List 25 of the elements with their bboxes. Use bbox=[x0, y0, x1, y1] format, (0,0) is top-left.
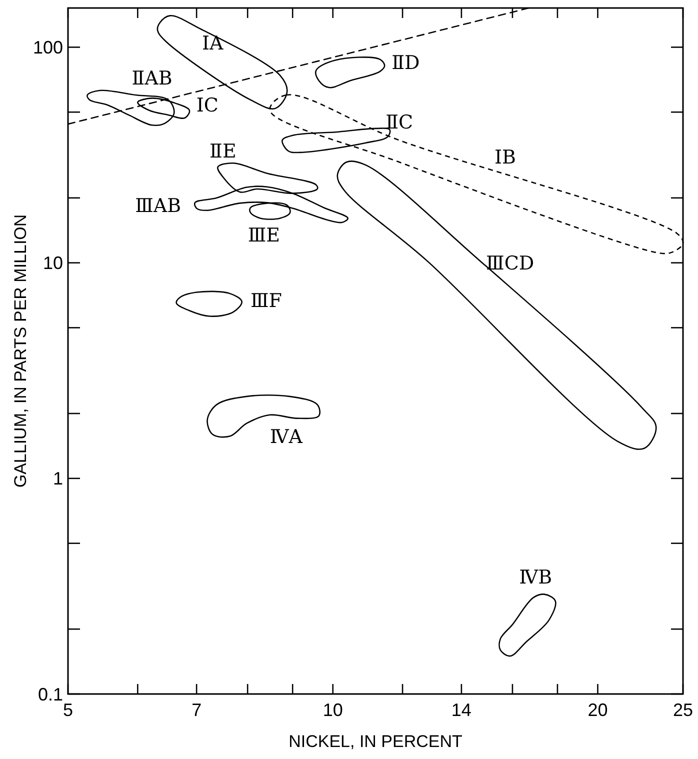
annotation: ⅡE bbox=[210, 140, 236, 163]
y-tick-label: 10 bbox=[42, 253, 63, 274]
annotation: ⅢE bbox=[248, 224, 280, 246]
annotation: ⅡAB bbox=[132, 68, 172, 90]
annotation: ⅣA bbox=[270, 426, 303, 448]
annotation: ⅢAB bbox=[135, 194, 182, 217]
annotation: ⅡC bbox=[386, 112, 414, 134]
annotation: ⅢF bbox=[250, 290, 282, 312]
annotation: ⅣB bbox=[519, 566, 552, 588]
x-tick-label: 10 bbox=[322, 700, 343, 720]
x-tick-label: 25 bbox=[672, 700, 694, 720]
annotation: ⅢCD bbox=[486, 252, 534, 274]
x-tick-label: 20 bbox=[588, 700, 608, 720]
x-axis-title: NICKEL, IN PERCENT bbox=[288, 732, 462, 751]
x-tick-label: 14 bbox=[451, 700, 472, 720]
y-tick-label: 100 bbox=[32, 38, 63, 58]
annotation: ⅡD bbox=[392, 52, 420, 74]
x-tick-label: 5 bbox=[62, 700, 74, 720]
annotation: ⅠC bbox=[196, 94, 218, 117]
y-tick-label: 1 bbox=[52, 468, 63, 489]
x-tick-label: 7 bbox=[192, 700, 202, 720]
y-tick-label: 0.1 bbox=[38, 684, 63, 704]
annotation: ⅠB bbox=[494, 146, 516, 169]
y-axis-title: GALLIUM, IN PARTS PER MILLION bbox=[11, 214, 30, 488]
annotation: ⅠA bbox=[202, 32, 224, 54]
